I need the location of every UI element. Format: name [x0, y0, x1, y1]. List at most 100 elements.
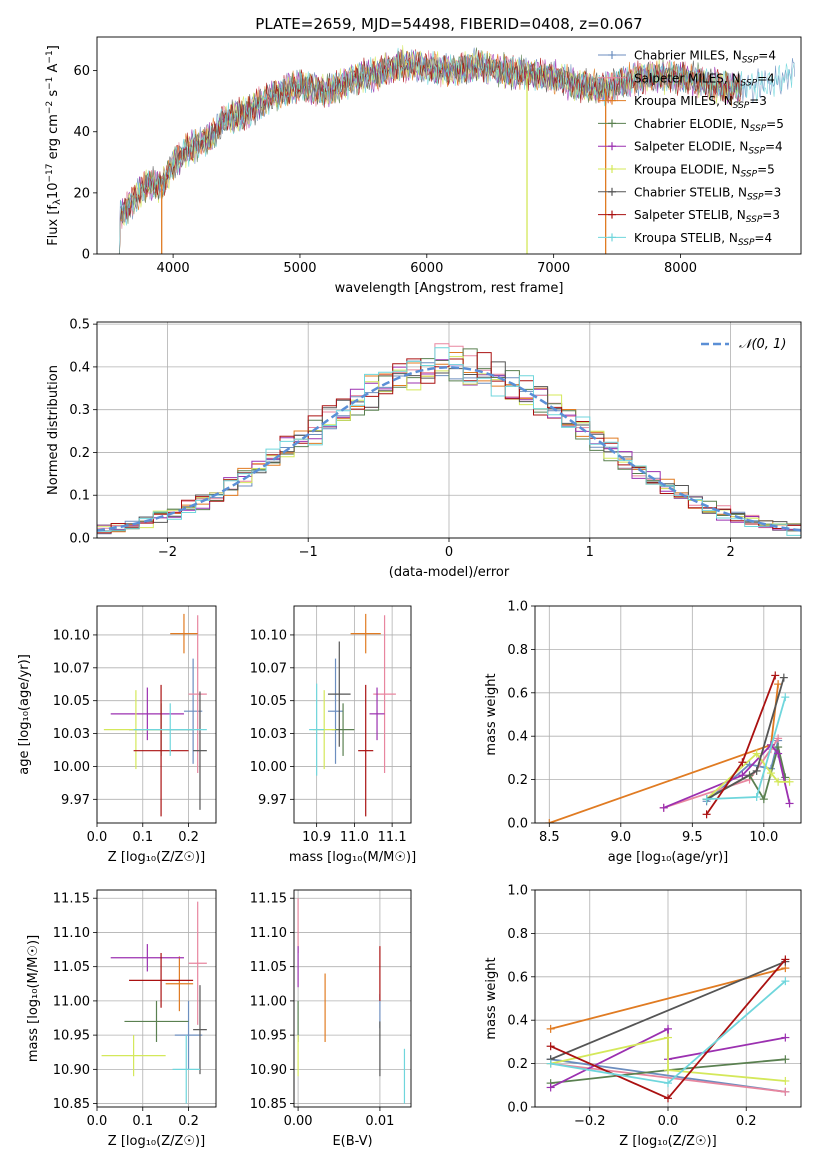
legend-text: = — [749, 94, 759, 108]
x-tick-label: 0.01 — [365, 1114, 394, 1129]
x-tick-label: 0.0 — [87, 1114, 108, 1129]
y-tick-label: 0.2 — [69, 446, 90, 461]
y-axis-label-part: A — [46, 63, 61, 76]
axes-weight_vs_age: 8.5 9.0 9.5 10.0 0.0 0.2 0.4 0.6 0.8 1.0 age [log₁… — [484, 600, 802, 865]
legend-series-name: Chabrier MILES — [634, 49, 725, 63]
legend-series-name: Salpeter MILES — [634, 71, 724, 85]
y-tick-label: 11.15 — [53, 892, 90, 907]
y-axis-label: mass weight — [484, 673, 499, 755]
legend-text: = — [762, 208, 772, 222]
y-tick-label: 10.07 — [250, 661, 287, 676]
x-axis-label: mass [log₁₀(M/M☉)] — [289, 850, 416, 865]
plot-area-spectrum — [117, 45, 795, 254]
y-axis-label-sup: −2 — [45, 101, 55, 114]
y-tick-label: 60 — [73, 64, 90, 79]
histogram-step — [97, 347, 801, 538]
y-tick-label: 10.05 — [53, 694, 90, 709]
y-tick-label: 10.07 — [53, 661, 90, 676]
y-tick-label: 9.97 — [61, 793, 90, 808]
x-tick-label: 4000 — [157, 261, 190, 276]
axes-weight_vs_Z: −0.2 0.0 0.2 0.0 0.2 0.4 0.6 0.8 1.0 Z [log₁₀(Z/Z… — [484, 884, 802, 1149]
axes-frame — [293, 605, 412, 824]
plot-area-residuals — [97, 343, 801, 538]
plot-area-age_vs_mass — [309, 613, 396, 817]
x-tick-label: −1 — [299, 545, 318, 560]
gaussian-reference-curve — [97, 366, 801, 532]
legend-series-name: Chabrier STELIB — [634, 185, 730, 199]
legend-sub: SSP — [746, 215, 763, 225]
y-tick-label: 40 — [73, 125, 90, 140]
y-tick-label: 11.05 — [53, 960, 90, 975]
axes-frame-age_vs_mass: 10.9 11.0 11.1 9.97 10.00 10.03 10.05 10.07 10.1… — [250, 605, 416, 865]
legend-sub: SSP — [741, 78, 758, 88]
axes-age_vs_Z: 0.0 0.1 0.2 9.97 10.00 10.03 10.05 10.07 10.10 Z … — [17, 605, 217, 865]
y-tick-label: 0.4 — [507, 730, 528, 745]
y-tick-label: 11.00 — [250, 994, 287, 1009]
y-axis-label-part: erg cm — [46, 114, 61, 163]
y-tick-label: 11.00 — [53, 994, 90, 1009]
legend-label: Chabrier ELODIE, NSSP=5 — [634, 117, 784, 134]
weight-line — [550, 960, 786, 1061]
legend-series-name: Chabrier ELODIE — [634, 117, 733, 131]
x-tick-label: 11.1 — [378, 830, 407, 845]
legend-text: , N — [716, 94, 733, 108]
y-tick-label: 20 — [73, 186, 90, 201]
legend-sub: SSP — [750, 124, 767, 134]
y-tick-label: 1.0 — [507, 600, 528, 615]
y-tick-label: 0.0 — [69, 532, 90, 547]
axes-age_vs_mass: 10.9 11.0 11.1 9.97 10.00 10.03 10.05 10.07 10.1… — [250, 605, 416, 865]
y-tick-label: 0.4 — [69, 360, 90, 375]
legend-nssp: 4 — [768, 49, 776, 63]
y-axis-label-sup: −1 — [45, 77, 55, 90]
legend-text: , N — [721, 231, 738, 245]
legend-label: Kroupa MILES, NSSP=3 — [634, 94, 767, 111]
axes-frame-weight_vs_age: 8.5 9.0 9.5 10.0 0.0 0.2 0.4 0.6 0.8 1.0 age [log₁… — [484, 600, 802, 865]
x-tick-label: 1 — [586, 545, 594, 560]
y-tick-label: 10.03 — [53, 727, 90, 742]
y-tick-label: 0.4 — [507, 1014, 528, 1029]
legend-sub: SSP — [747, 192, 764, 202]
y-axis-label-part: Flux [f — [46, 205, 61, 246]
x-tick-label: 10.9 — [302, 830, 331, 845]
x-tick-label: 0.2 — [736, 1114, 757, 1129]
axes-frame — [96, 36, 802, 255]
legend-text: = — [754, 231, 764, 245]
legend-text: = — [764, 185, 774, 199]
y-axis-label-sup: −1 — [45, 50, 55, 63]
y-tick-label: 0.1 — [69, 489, 90, 504]
legend-text: , N — [730, 185, 747, 199]
x-tick-label: 6000 — [410, 261, 443, 276]
axes-frame-residuals: −2 −1 0 1 2 0.0 0.1 0.2 0.3 0.4 0.5 (data-model)/er… — [46, 318, 802, 580]
legend-text: = — [757, 163, 767, 177]
axes-frame — [293, 889, 412, 1108]
y-axis-label: mass [log₁₀(M/M☉)] — [26, 935, 41, 1062]
legend-nssp: 4 — [767, 71, 775, 85]
legend-sub: SSP — [748, 147, 765, 157]
spectrum-line — [117, 47, 795, 254]
y-tick-label: 10.00 — [250, 760, 287, 775]
y-tick-label: 11.15 — [250, 892, 287, 907]
spectrum-line — [117, 49, 742, 254]
legend-series-name: Salpeter ELODIE — [634, 140, 732, 154]
y-tick-label: 0.6 — [507, 970, 528, 985]
y-axis-label: age [log₁₀(age/yr)] — [17, 654, 32, 775]
x-tick-label: −0.2 — [574, 1114, 606, 1129]
y-tick-label: 0.2 — [507, 1057, 528, 1072]
y-tick-label: 10.85 — [53, 1097, 90, 1112]
y-axis-label-sup: −17 — [45, 164, 55, 183]
y-axis-label-part: ] — [46, 45, 61, 50]
weight-line — [663, 737, 779, 809]
x-tick-label: 0.1 — [132, 1114, 153, 1129]
legend-label: Kroupa ELODIE, NSSP=5 — [634, 163, 775, 180]
x-tick-label: 0.2 — [178, 830, 199, 845]
y-tick-label: 0.0 — [507, 1101, 528, 1116]
axes-frame — [96, 605, 217, 824]
legend-nssp: 3 — [774, 185, 782, 199]
plot-area-weight_vs_age — [545, 671, 794, 823]
legend-sub: SSP — [741, 170, 758, 180]
x-tick-label: 0.1 — [132, 830, 153, 845]
axes-frame — [96, 889, 217, 1108]
legend-label: Salpeter STELIB, NSSP=3 — [634, 208, 780, 225]
legend-nssp: 3 — [772, 208, 780, 222]
legend-text: , N — [725, 49, 742, 63]
